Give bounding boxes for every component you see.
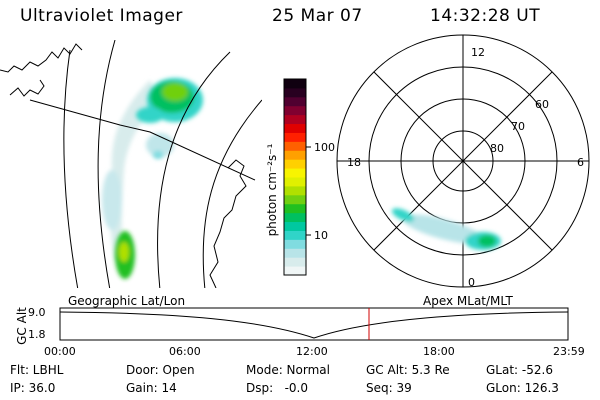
lat-grid-arc-inner: [97, 40, 116, 288]
observation-time: 14:32:28 UT: [430, 6, 541, 26]
seq-status: Seq: 39: [366, 381, 412, 395]
timeline-ytick-low: 1.8: [28, 328, 46, 341]
aurora-arc-core: [162, 83, 188, 101]
aurora-faint-patch-2: [146, 133, 174, 157]
colorbar-segment: [284, 105, 306, 116]
colorbar-segment: [284, 79, 306, 89]
timeline-xtick-0600: 06:00: [169, 345, 201, 358]
apex-label: Apex MLat/MLT: [423, 294, 513, 308]
colorbar: [283, 78, 311, 276]
mlt-label-18: 18: [347, 156, 361, 169]
timeline-xtick-1200: 12:00: [296, 345, 328, 358]
gcalt-status: GC Alt: 5.3 Re: [366, 363, 450, 377]
timeline-axis-label: GC Alt: [14, 307, 29, 345]
lat-grid-arc-outer: [202, 99, 262, 288]
altitude-curve: [59, 311, 569, 339]
colorbar-segment: [284, 185, 306, 196]
timeline-xtick-1800: 18:00: [423, 345, 455, 358]
colorbar-segment: [284, 168, 306, 178]
instrument-title: Ultraviolet Imager: [20, 6, 183, 26]
timeline-xtick-2359: 23:59: [553, 345, 585, 358]
polar-aurora-right-core: [478, 235, 496, 247]
mlt-label-6: 6: [577, 156, 584, 169]
filter-status: Flt: LBHL: [10, 363, 64, 377]
mlt-label-0: 0: [468, 276, 475, 289]
ip-status: IP: 36.0: [10, 381, 56, 395]
colorbar-segment: [284, 221, 306, 231]
mlt-label-12: 12: [471, 46, 485, 59]
altitude-timeline: [59, 307, 569, 341]
colorbar-unit-label: photon cm⁻²s⁻¹: [265, 143, 279, 237]
aurora-faint-patch: [102, 170, 122, 230]
colorbar-segment: [284, 150, 306, 160]
mode-status: Mode: Normal: [246, 363, 330, 377]
colorbar-segment: [284, 194, 306, 205]
colorbar-segment: [284, 114, 306, 125]
lat-grid-arc-mid: [157, 51, 231, 288]
colorbar-tick-label-100: 100: [314, 141, 335, 154]
colorbar-segment: [284, 239, 306, 249]
dsp-status: Dsp: -0.0: [246, 381, 309, 395]
aurora-spot-lower-core: [119, 242, 129, 262]
polar-aurora-left: [391, 208, 415, 222]
colorbar-segment: [284, 248, 306, 258]
lat-label-80: 80: [490, 142, 504, 155]
colorbar-segment: [284, 159, 306, 169]
geographic-label: Geographic Lat/Lon: [68, 294, 186, 308]
colorbar-segment: [284, 96, 306, 107]
door-status: Door: Open: [126, 363, 195, 377]
aurora-small-blob: [153, 151, 163, 159]
aurora-arc-tail: [136, 107, 164, 123]
coastline: [0, 43, 247, 288]
aurora-image: [0, 40, 262, 288]
colorbar-segment: [284, 212, 306, 223]
polar-aurora-faint: [402, 214, 484, 244]
colorbar-segment: [284, 123, 306, 133]
colorbar-segment: [284, 141, 306, 151]
glon-status: GLon: 126.3: [486, 381, 559, 395]
polar-plot: [336, 34, 590, 288]
colorbar-segment: [284, 177, 306, 187]
timeline-xtick-0000: 00:00: [44, 345, 76, 358]
observation-date: 25 Mar 07: [272, 6, 363, 26]
lon-grid-line: [29, 99, 256, 181]
timeline-ytick-high: 9.0: [28, 306, 46, 319]
lat-label-70: 70: [511, 120, 525, 133]
glat-status: GLat: -52.6: [486, 363, 553, 377]
gain-status: Gain: 14: [126, 381, 177, 395]
colorbar-segment: [284, 132, 306, 142]
colorbar-segment: [284, 266, 306, 276]
lat-label-60: 60: [535, 98, 549, 111]
colorbar-segment: [284, 87, 306, 98]
colorbar-tick-label-10: 10: [314, 229, 328, 242]
lat-grid-arc-left: [63, 49, 79, 288]
colorbar-segment: [284, 230, 306, 240]
colorbar-segment: [284, 203, 306, 214]
colorbar-segment: [284, 257, 306, 267]
